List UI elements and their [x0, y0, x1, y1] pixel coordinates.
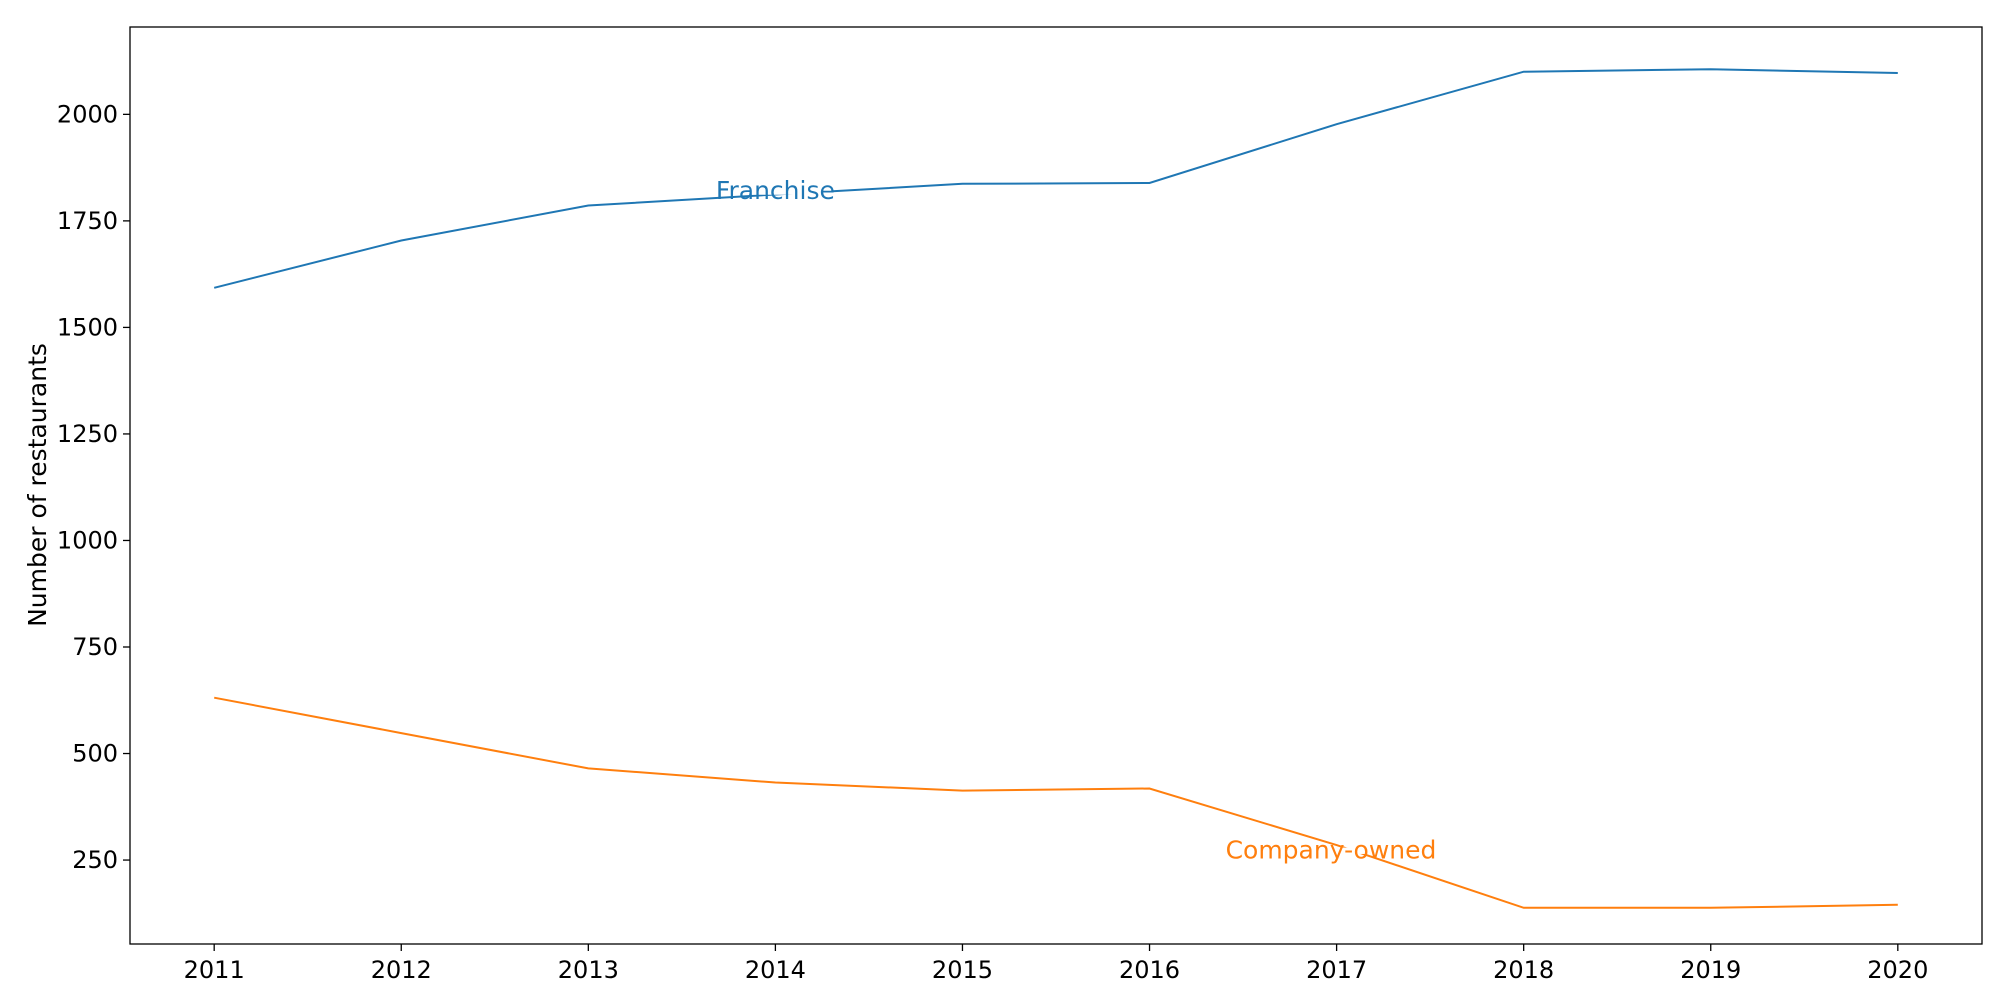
x-tick-label: 2015 — [932, 956, 993, 984]
x-tick-label: 2019 — [1680, 956, 1741, 984]
x-axis: 2011 2012 2013 2014 2015 2016 2017 2018 2019 2020 — [184, 944, 1928, 984]
series-label-background — [1227, 847, 1435, 854]
plot-frame — [129, 26, 1983, 945]
x-tick-label: 2014 — [745, 956, 806, 984]
series-line-franchise — [213, 68, 1898, 289]
series-label-company-owned: Company-owned — [1226, 835, 1437, 864]
x-tick-label: 2011 — [184, 956, 245, 984]
x-tick-label: 2013 — [558, 956, 619, 984]
series-line-company-owned — [214, 696, 1898, 909]
y-tick-label: 1250 — [57, 420, 118, 448]
x-tick-label: 2018 — [1493, 956, 1554, 984]
series-label-franchise: Franchise — [716, 176, 835, 205]
y-tick-label: 750 — [72, 633, 118, 661]
x-tick-label: 2017 — [1306, 956, 1367, 984]
x-tick-label: 2016 — [1119, 956, 1180, 984]
line-labels: Franchise Company-owned — [716, 176, 1436, 864]
x-tick-label: 2012 — [371, 956, 432, 984]
y-axis: 250 500 750 1000 1250 1500 1750 2000 — [57, 100, 130, 874]
x-tick-label: 2020 — [1867, 956, 1928, 984]
y-tick-label: 1500 — [57, 313, 118, 341]
y-axis-label: Number of restaurants — [23, 343, 52, 627]
y-tick-label: 1000 — [57, 526, 118, 554]
y-tick-label: 500 — [72, 740, 118, 768]
y-tick-label: 250 — [72, 846, 118, 874]
y-tick-label: 2000 — [57, 100, 118, 128]
series-label-background — [717, 188, 833, 195]
series-layer — [213, 68, 1898, 909]
y-tick-label: 1750 — [57, 207, 118, 235]
